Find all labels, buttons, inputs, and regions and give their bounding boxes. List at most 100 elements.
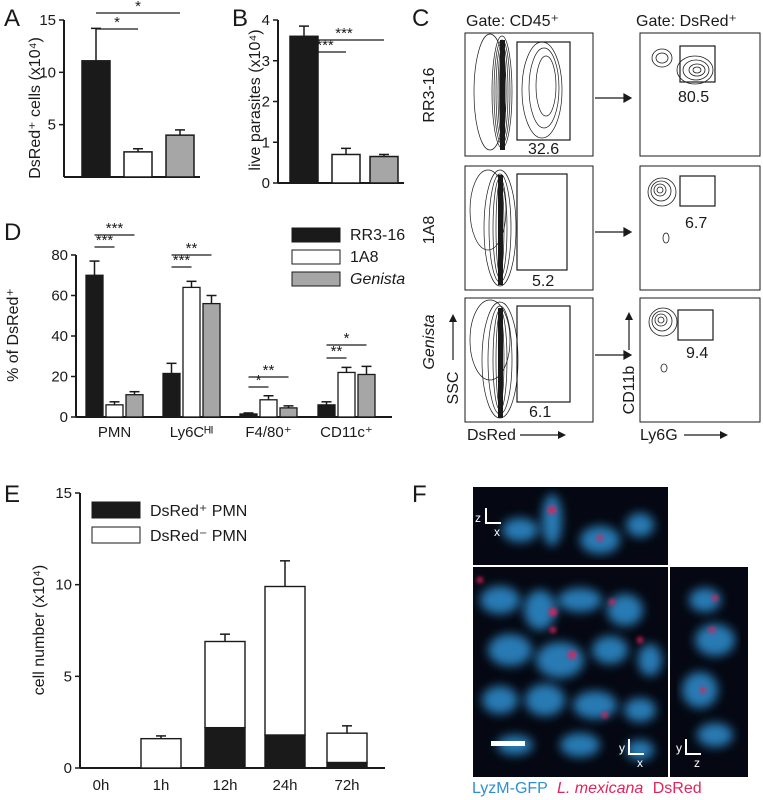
significance-label: ** bbox=[186, 240, 198, 257]
dsred-signal-yz bbox=[700, 595, 718, 693]
caption-dsred: DsRed bbox=[653, 780, 702, 797]
x-category-label: PMN bbox=[98, 424, 131, 441]
y-tick-label: 20 bbox=[51, 369, 68, 386]
gate-box bbox=[677, 309, 714, 341]
significance-label: *** bbox=[173, 252, 191, 269]
arrow-head bbox=[623, 92, 633, 104]
flow-plot-rr3-16-left: 32.6 bbox=[464, 32, 594, 158]
dense-core bbox=[498, 308, 503, 418]
y-tick-label: 2 bbox=[262, 94, 270, 111]
axis-glyph-y-label: y bbox=[619, 741, 625, 755]
y-tick-label: 5 bbox=[64, 668, 72, 685]
legend-swatch-genista bbox=[291, 271, 341, 287]
significance-label: *** bbox=[106, 220, 124, 237]
legend-label-dsred-pos: DsRed⁺ PMN bbox=[150, 503, 247, 520]
axis-glyph-z-label: z bbox=[475, 511, 481, 525]
bar-genista bbox=[369, 155, 399, 184]
gate-box bbox=[516, 173, 568, 271]
gate-box bbox=[679, 175, 716, 207]
caption-lyzm-gfp: LyzM-GFP bbox=[472, 780, 548, 797]
legend-d: RR3-16 1A8 Genista bbox=[291, 227, 405, 288]
panel-label-f: F bbox=[412, 481, 427, 508]
y-tick-label: 1 bbox=[262, 134, 270, 151]
y-tick-label: 0 bbox=[262, 175, 270, 192]
contour-population bbox=[647, 177, 677, 244]
stacked-bar-segment bbox=[140, 737, 182, 769]
axis-ssc-label: SSC bbox=[445, 372, 462, 405]
panel-label-d: D bbox=[4, 219, 21, 246]
panel-label-e: E bbox=[4, 481, 20, 508]
arrow-head bbox=[623, 349, 633, 361]
bar-1a8 bbox=[105, 404, 124, 418]
chart-a-ylabel: DsRed⁺ cells (x10⁴) bbox=[27, 37, 44, 179]
dense-core bbox=[498, 175, 503, 285]
dense-core bbox=[500, 40, 505, 150]
microscopy-panel: z x y x y z LyzM-GFP L. mexicana DsRed bbox=[472, 487, 748, 797]
y-tick-label: 40 bbox=[51, 328, 68, 345]
gate-cd45-label: Gate: CD45⁺ bbox=[466, 13, 559, 30]
x-category-label: 12h bbox=[212, 777, 237, 794]
gfp-signal-xz bbox=[502, 494, 654, 554]
chart-e: 0 5 10 15 0h 1h 12h 24h 72h bbox=[55, 485, 385, 794]
significance-label: * bbox=[135, 0, 141, 15]
bar-rr3-16 bbox=[81, 60, 111, 178]
x-category-label: 0h bbox=[93, 777, 110, 794]
significance-label: *** bbox=[316, 37, 334, 54]
significance-label: *** bbox=[96, 232, 114, 249]
legend-label-rr3-16: RR3-16 bbox=[350, 227, 405, 244]
cd11b-arrow-head bbox=[625, 312, 633, 320]
x-category-label: 72h bbox=[334, 777, 359, 794]
x-category-label: 1h bbox=[153, 777, 170, 794]
significance-label: ** bbox=[263, 362, 275, 379]
panel-label-a: A bbox=[4, 5, 20, 32]
caption-l-mexicana: L. mexicana bbox=[557, 780, 643, 797]
axis-cd11b-label: CD11b bbox=[621, 366, 638, 415]
significance-label: ** bbox=[331, 343, 343, 360]
bar-genista bbox=[279, 407, 298, 418]
axis-glyph-x-label: x bbox=[637, 756, 643, 770]
y-tick-label: 10 bbox=[39, 64, 56, 81]
panel-label-b: B bbox=[232, 5, 248, 32]
legend-swatch-dsred-neg bbox=[91, 526, 141, 544]
gate-percentage: 5.2 bbox=[532, 273, 554, 290]
legend-label-1a8: 1A8 bbox=[350, 249, 379, 266]
dsred-signal-xy bbox=[477, 577, 643, 718]
stacked-bar-segment bbox=[264, 585, 306, 736]
flow-row-label-genista: Genista bbox=[421, 314, 438, 369]
chart-a: 5 10 15 * * bbox=[39, 0, 200, 178]
bar-genista bbox=[165, 134, 195, 178]
y-tick-label: 4 bbox=[262, 12, 270, 29]
bar-1a8 bbox=[259, 399, 278, 418]
significance-label: * bbox=[114, 14, 120, 31]
flow-plot-rr3-16-right: 80.5 bbox=[639, 32, 761, 157]
axis-glyph-y-label: y bbox=[676, 741, 682, 755]
axis-glyph-x-label: x bbox=[494, 525, 500, 539]
significance-label: * bbox=[256, 372, 262, 389]
stacked-bar-segment bbox=[264, 734, 306, 769]
plot-frame bbox=[464, 165, 594, 291]
chart-b: 0 1 2 3 4 ****** bbox=[262, 12, 404, 192]
micro-caption: LyzM-GFP L. mexicana DsRed bbox=[472, 780, 702, 797]
gate-box bbox=[516, 41, 571, 141]
bar-genista bbox=[202, 302, 221, 418]
y-tick-label: 0 bbox=[64, 760, 72, 777]
flow-row-label-1a8: 1A8 bbox=[421, 216, 438, 245]
gate-arrows bbox=[595, 92, 633, 361]
chart-e-ylabel: cell number (x10⁴) bbox=[31, 565, 48, 695]
flow-panel: Gate: CD45⁺ Gate: DsRed⁺ RR3-16 1A8 Geni… bbox=[421, 13, 761, 444]
axes-glyph-yz bbox=[685, 739, 701, 755]
y-tick-label: 5 bbox=[48, 117, 56, 134]
x-category-label: Ly6Cᴴᴵ bbox=[170, 424, 213, 441]
bar-1a8 bbox=[331, 153, 361, 184]
bar-rr3-16 bbox=[289, 35, 319, 184]
flow-plot-genista-left: 6.1 bbox=[464, 297, 594, 423]
axes-glyph-xz bbox=[485, 508, 501, 524]
x-category-label: F4/80⁺ bbox=[245, 424, 291, 441]
bar-genista bbox=[125, 394, 144, 418]
y-tick-label: 80 bbox=[51, 247, 68, 264]
ssc-arrow-head bbox=[449, 314, 457, 322]
gate-percentage: 6.7 bbox=[685, 215, 707, 232]
gate-percentage: 32.6 bbox=[528, 141, 559, 158]
